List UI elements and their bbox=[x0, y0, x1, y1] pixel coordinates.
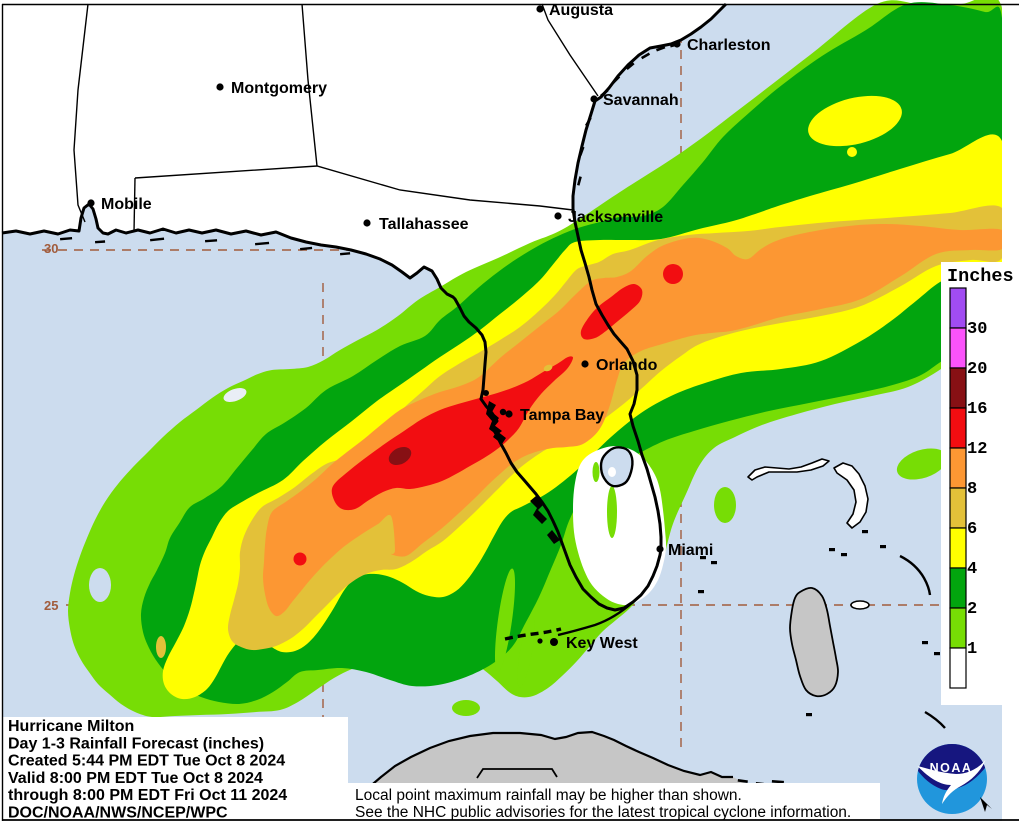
svg-text:Augusta: Augusta bbox=[549, 2, 613, 19]
svg-text:Montgomery: Montgomery bbox=[231, 80, 327, 97]
svg-text:NOAA: NOAA bbox=[930, 761, 973, 775]
svg-text:16: 16 bbox=[967, 400, 987, 419]
svg-text:Key West: Key West bbox=[566, 635, 638, 652]
svg-text:See the NHC public advisories: See the NHC public advisories for the la… bbox=[355, 804, 851, 821]
svg-text:Day 1-3 Rainfall Forecast (inc: Day 1-3 Rainfall Forecast (inches) bbox=[8, 735, 264, 752]
svg-text:Tallahassee: Tallahassee bbox=[379, 216, 469, 233]
svg-text:through 8:00 PM EDT Fri Oct 11: through 8:00 PM EDT Fri Oct 11 2024 bbox=[8, 787, 287, 804]
svg-text:Mobile: Mobile bbox=[101, 196, 152, 213]
svg-text:30: 30 bbox=[967, 320, 987, 339]
svg-text:Savannah: Savannah bbox=[603, 92, 679, 109]
svg-text:2: 2 bbox=[967, 600, 977, 619]
svg-text:4: 4 bbox=[967, 560, 977, 579]
svg-text:Valid 8:00 PM EDT Tue Oct 8 20: Valid 8:00 PM EDT Tue Oct 8 2024 bbox=[8, 770, 263, 787]
svg-text:12: 12 bbox=[967, 440, 987, 459]
svg-text:25: 25 bbox=[44, 598, 58, 613]
svg-text:Local point maximum rainfall m: Local point maximum rainfall may be high… bbox=[355, 787, 742, 804]
svg-text:Jacksonville: Jacksonville bbox=[568, 209, 663, 226]
svg-text:6: 6 bbox=[967, 520, 977, 539]
svg-text:8: 8 bbox=[967, 480, 977, 499]
svg-text:Charleston: Charleston bbox=[687, 37, 771, 54]
svg-text:Miami: Miami bbox=[668, 542, 713, 559]
svg-text:Created 5:44 PM EDT Tue Oct 8: Created 5:44 PM EDT Tue Oct 8 2024 bbox=[8, 753, 285, 770]
svg-text:30: 30 bbox=[44, 241, 58, 256]
svg-text:Hurricane Milton: Hurricane Milton bbox=[8, 718, 134, 735]
svg-text:Inches: Inches bbox=[947, 266, 1014, 287]
svg-text:1: 1 bbox=[967, 640, 977, 659]
svg-text:Orlando: Orlando bbox=[596, 357, 658, 374]
svg-text:DOC/NOAA/NWS/NCEP/WPC: DOC/NOAA/NWS/NCEP/WPC bbox=[8, 805, 228, 822]
svg-text:20: 20 bbox=[967, 360, 987, 379]
svg-text:Tampa Bay: Tampa Bay bbox=[520, 407, 604, 424]
